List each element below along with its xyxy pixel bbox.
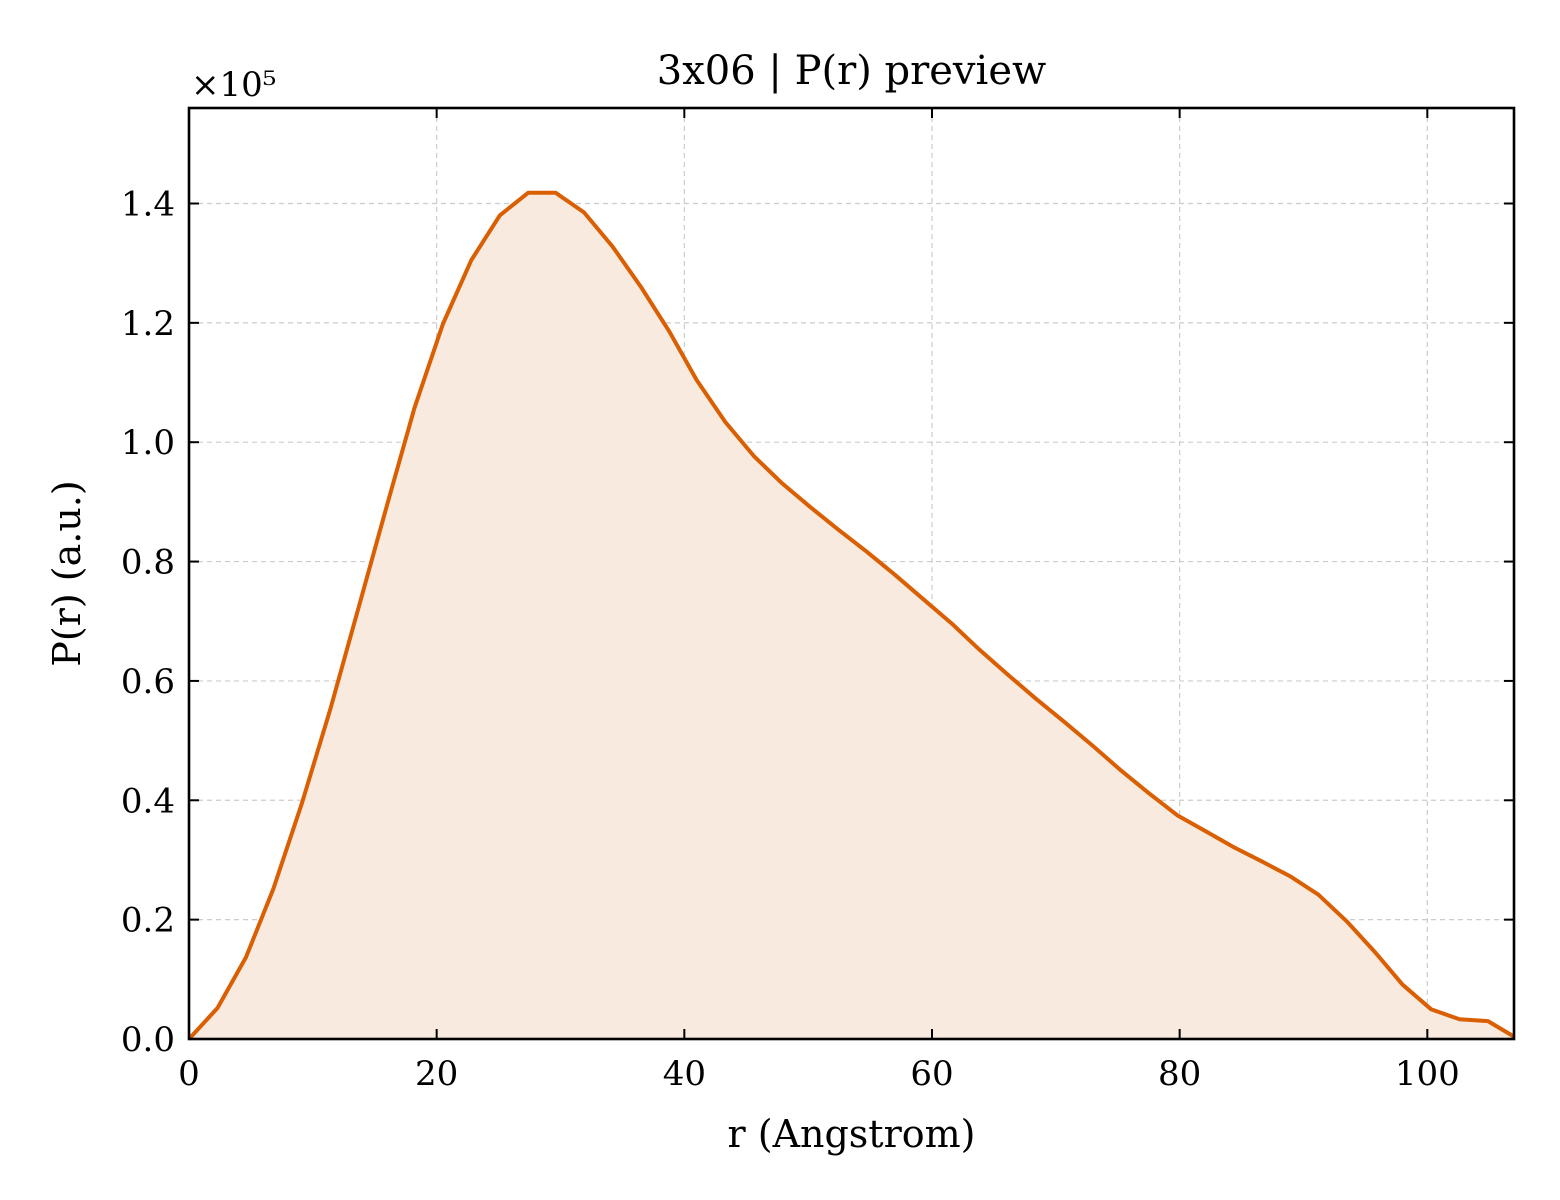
x-tick-label: 80 xyxy=(1158,1054,1201,1094)
axis-ticks: 0 20 40 60 80 100 0.0 0.2 0.4 0.6 0.8 1.0 1.2 1.4 xyxy=(121,108,1514,1094)
chart-title: 3x06 | P(r) preview xyxy=(657,48,1046,94)
y-tick-label: 0.6 xyxy=(121,662,175,702)
x-tick-label: 60 xyxy=(910,1054,953,1094)
x-tick-label: 0 xyxy=(178,1054,200,1094)
series-area-fill xyxy=(189,192,1514,1039)
y-axis-offset-label: ×10⁵ xyxy=(191,65,276,105)
x-tick-label: 20 xyxy=(415,1054,458,1094)
y-tick-label: 0.2 xyxy=(121,901,175,941)
y-tick-label: 1.2 xyxy=(121,304,175,344)
x-tick-label: 100 xyxy=(1395,1054,1460,1094)
x-tick-label: 40 xyxy=(663,1054,706,1094)
y-tick-label: 1.4 xyxy=(121,184,175,224)
y-axis-label: P(r) (a.u.) xyxy=(45,480,89,666)
y-tick-label: 0.8 xyxy=(121,543,175,583)
y-tick-label: 0.0 xyxy=(121,1020,175,1060)
y-tick-label: 1.0 xyxy=(121,423,175,463)
x-axis-label: r (Angstrom) xyxy=(728,1112,976,1156)
y-tick-label: 0.4 xyxy=(121,781,175,821)
series-line xyxy=(187,190,1516,1041)
plot-frame xyxy=(187,106,1516,1041)
